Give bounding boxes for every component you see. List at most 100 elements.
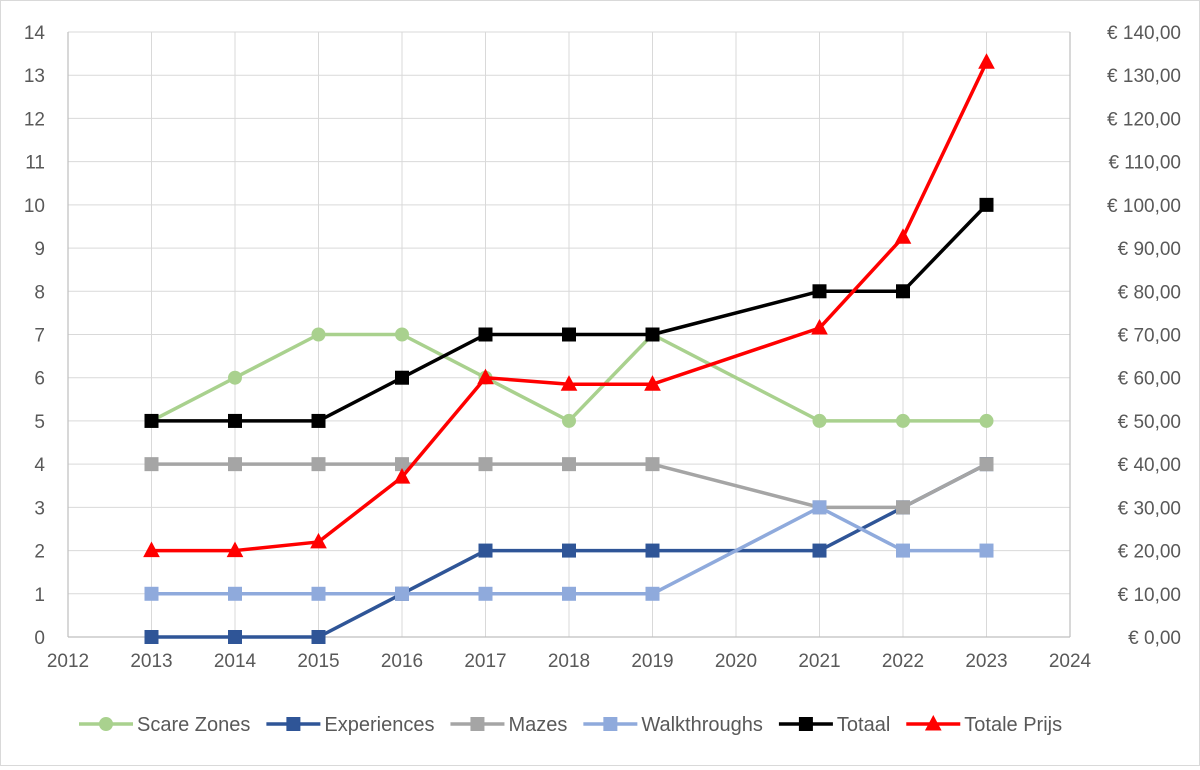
y-left-tick-label: 10 (24, 196, 45, 217)
legend-item-totaal: Totaal (778, 714, 890, 736)
x-tick-label: 2013 (130, 651, 172, 672)
y-left-tick-label: 0 (34, 628, 45, 649)
data-point-totaal (144, 413, 159, 428)
data-point-experiences (478, 543, 493, 558)
data-point-totale-prijs (894, 228, 912, 244)
legend-marker-walkthroughs (603, 717, 618, 731)
data-point-scare-zones (896, 413, 910, 428)
x-tick-label: 2018 (548, 651, 590, 672)
y-left-tick-label: 11 (25, 153, 45, 174)
y-axis-right-ticks: € 0,00 € 10,00 € 20,00 € 30,00 € 40,00 € 50,0… (1107, 23, 1181, 649)
data-point-mazes (979, 457, 994, 472)
data-point-totale-prijs (477, 368, 494, 385)
legend: Scare Zones Experiences Mazes Walkthroughs T… (79, 714, 1062, 736)
legend-label: Walkthroughs (641, 714, 763, 736)
y-right-tick-label: € 70,00 (1118, 326, 1181, 347)
data-point-scare-zones (812, 413, 827, 428)
data-point-totale-prijs (811, 318, 828, 335)
data-point-mazes (478, 457, 493, 472)
x-tick-label: 2024 (1049, 651, 1092, 672)
data-point-scare-zones (979, 413, 994, 428)
series-line-totaal (151, 203, 988, 423)
data-point-scare-zones (228, 370, 242, 385)
y-right-tick-label: € 40,00 (1118, 455, 1181, 476)
y-right-tick-label: € 110,00 (1108, 153, 1181, 174)
x-tick-label: 2014 (214, 651, 257, 672)
data-point-totaal (645, 327, 660, 342)
y-right-tick-label: € 10,00 (1118, 585, 1181, 606)
data-point-totaal (562, 327, 576, 342)
y-left-tick-label: 12 (24, 109, 45, 130)
data-point-totale-prijs (978, 53, 995, 69)
y-left-tick-label: 13 (24, 66, 45, 87)
data-point-mazes (228, 457, 242, 472)
data-point-totale-prijs (560, 375, 578, 391)
legend-item-walkthroughs: Walkthroughs (583, 714, 763, 736)
data-point-totale-prijs (226, 541, 244, 558)
data-point-walkthroughs (311, 586, 326, 601)
y-right-tick-label: € 130,00 (1107, 66, 1181, 87)
data-point-totaal (395, 370, 409, 385)
data-point-totale-prijs (310, 532, 327, 549)
series-line-walkthroughs (151, 505, 987, 596)
series-totaal (144, 197, 994, 428)
data-point-experiences (645, 543, 660, 558)
y-left-tick-label: 9 (34, 239, 45, 260)
legend-label: Mazes (508, 714, 567, 736)
data-point-totale-prijs (644, 375, 661, 391)
legend-marker-totale-prijs (924, 714, 942, 731)
x-tick-label: 2023 (965, 651, 1007, 672)
legend-label: Totaal (837, 714, 890, 736)
data-point-walkthroughs (645, 586, 660, 601)
y-right-tick-label: € 90,00 (1118, 239, 1181, 260)
data-point-totaal (478, 327, 493, 342)
y-left-tick-label: 8 (34, 282, 45, 303)
data-point-totale-prijs (393, 468, 411, 484)
legend-marker-scare-zones (99, 717, 113, 731)
data-point-walkthroughs (812, 500, 827, 515)
data-point-experiences (311, 630, 326, 644)
y-left-tick-label: 4 (34, 455, 45, 476)
x-tick-label: 2020 (715, 651, 757, 672)
legend-label: Totale Prijs (964, 714, 1062, 736)
legend-item-totale-prijs: Totale Prijs (906, 714, 1062, 736)
data-point-experiences (228, 630, 242, 644)
legend-label: Experiences (324, 714, 434, 736)
y-left-tick-label: 2 (34, 542, 45, 563)
series-totale-prijs (143, 53, 995, 558)
x-tick-label: 2012 (47, 651, 89, 672)
series-mazes (144, 457, 994, 515)
y-right-tick-label: € 20,00 (1118, 542, 1181, 563)
legend-marker-experiences (286, 717, 301, 731)
data-point-scare-zones (395, 327, 409, 342)
legend-item-scare-zones: Scare Zones (79, 714, 250, 736)
y-right-tick-label: € 30,00 (1118, 498, 1181, 519)
x-tick-label: 2022 (882, 651, 924, 672)
data-point-walkthroughs (979, 543, 994, 558)
y-left-tick-label: 6 (34, 369, 45, 390)
data-point-walkthroughs (478, 586, 493, 601)
y-right-tick-label: € 50,00 (1118, 412, 1181, 433)
data-point-experiences (812, 543, 827, 558)
x-tick-label: 2017 (464, 651, 506, 672)
y-left-tick-label: 5 (34, 412, 45, 433)
y-right-tick-label: € 100,00 (1107, 196, 1181, 217)
data-point-walkthroughs (395, 586, 409, 601)
data-point-walkthroughs (896, 543, 910, 558)
y-left-tick-label: 7 (34, 326, 45, 347)
data-point-mazes (144, 457, 159, 472)
x-tick-label: 2021 (798, 651, 840, 672)
legend-marker-totaal (798, 717, 813, 731)
data-point-scare-zones (562, 413, 576, 428)
y-left-tick-label: 3 (34, 498, 45, 519)
data-point-totale-prijs (143, 541, 160, 558)
series-line-mazes (151, 462, 988, 510)
data-point-walkthroughs (562, 586, 576, 601)
legend-marker-mazes (470, 717, 485, 731)
data-point-totaal (228, 413, 242, 428)
x-tick-label: 2015 (297, 651, 339, 672)
y-right-tick-label: € 0,00 (1128, 628, 1181, 649)
series-walkthroughs (144, 500, 994, 601)
